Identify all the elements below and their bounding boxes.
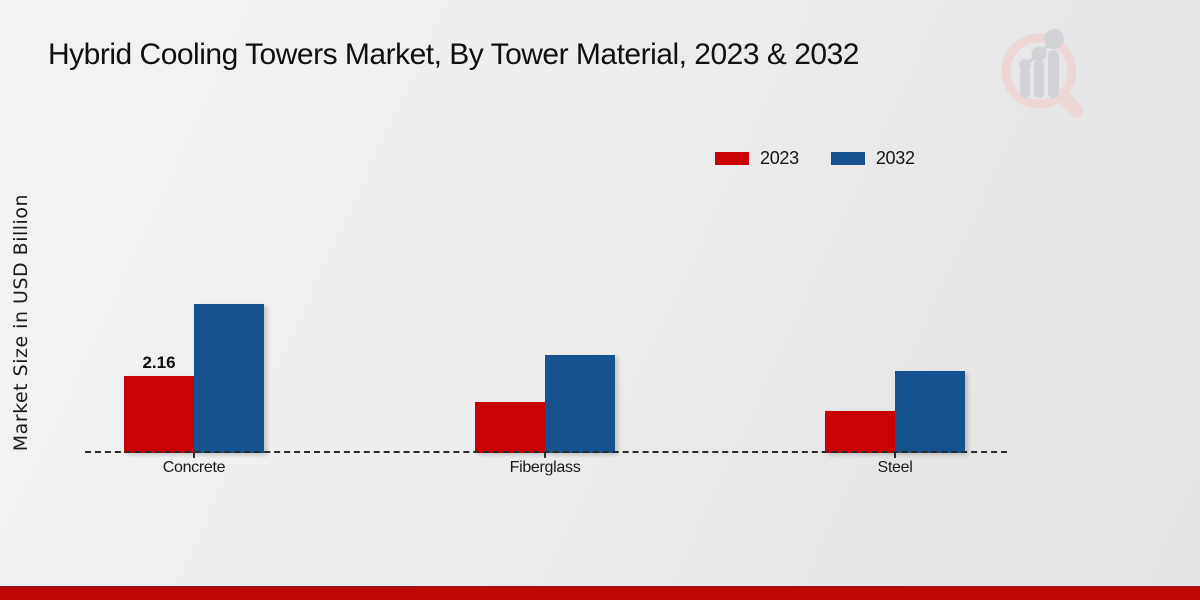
category-label-concrete: Concrete (162, 459, 226, 476)
category-label-fiberglass: Fiberglass (509, 459, 581, 476)
x-axis-tick (894, 453, 896, 458)
category-label-steel: Steel (877, 459, 913, 476)
chart-title: Hybrid Cooling Towers Market, By Tower M… (48, 38, 859, 71)
bar-2023-fiberglass (475, 402, 545, 453)
bar-2032-steel (895, 371, 965, 453)
legend-swatch-2023 (715, 152, 749, 165)
bar-2023-steel (825, 410, 895, 453)
legend-swatch-2032 (830, 152, 865, 165)
legend-item-2023: 2023 (715, 148, 799, 169)
legend-item-2032: 2032 (830, 148, 915, 169)
legend-label-2032: 2032 (875, 148, 915, 168)
brand-logo-magnifier-chart-icon (1001, 29, 1084, 118)
bar-value-label: 2.16 (142, 353, 176, 373)
x-axis-tick (193, 453, 195, 458)
bar-2032-concrete (194, 304, 264, 453)
legend: 2023 2032 (715, 148, 915, 169)
x-axis-baseline (85, 451, 1007, 453)
x-axis-tick (544, 453, 546, 458)
bar-2023-concrete (124, 376, 194, 453)
footer-accent-stripe (0, 586, 1200, 600)
bar-2032-fiberglass (545, 355, 615, 453)
legend-label-2023: 2023 (760, 148, 799, 168)
